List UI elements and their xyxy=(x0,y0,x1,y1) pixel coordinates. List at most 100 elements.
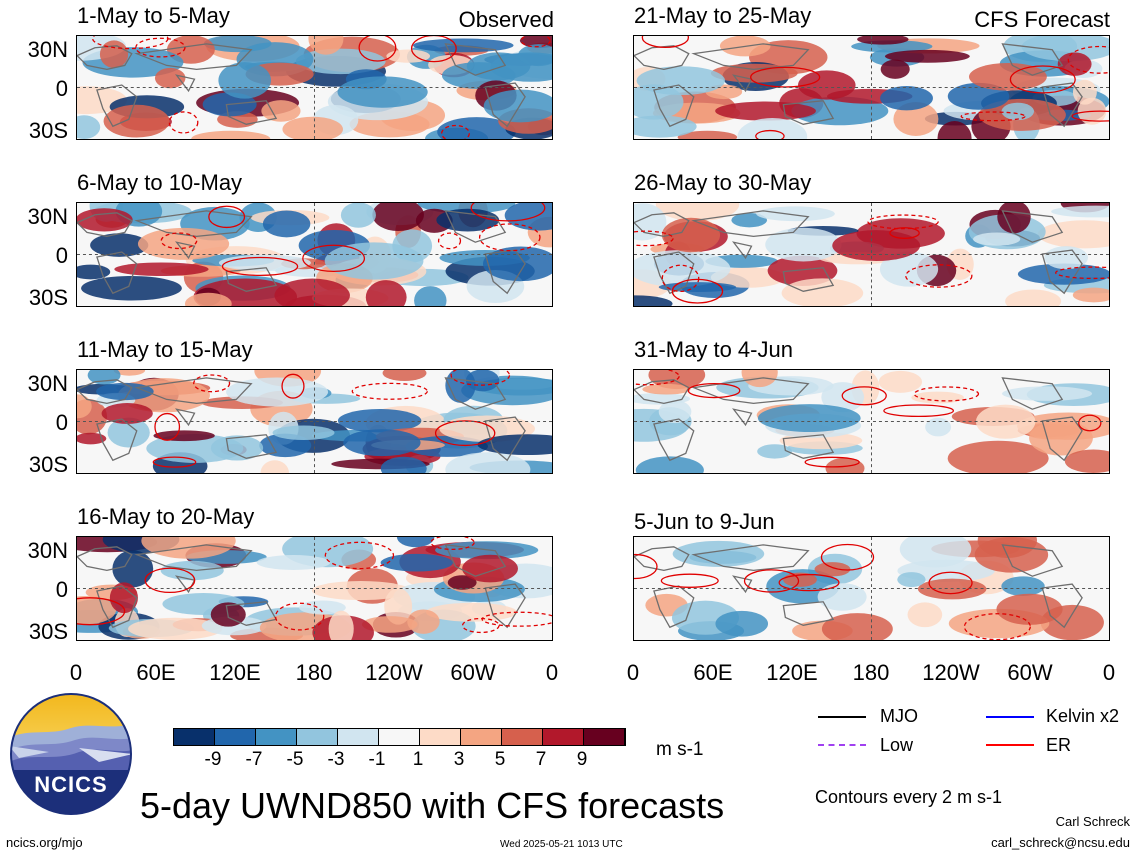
er-contour xyxy=(168,111,199,134)
er-contour xyxy=(1078,414,1102,432)
anomaly-blob xyxy=(1021,36,1109,62)
colorbar-swatch xyxy=(543,729,584,745)
anomaly-blob xyxy=(677,130,738,139)
lat-label-eq-1: 0 xyxy=(55,76,68,101)
anomaly-blob xyxy=(968,62,1047,91)
anomaly-blob xyxy=(710,267,786,288)
coastline xyxy=(634,45,690,71)
anomaly-blob xyxy=(996,593,1063,625)
anomaly-field xyxy=(77,36,552,139)
anomaly-blob xyxy=(99,40,129,69)
coastline xyxy=(1001,210,1064,243)
colorbar-tick-label: 1 xyxy=(412,749,424,770)
coastline xyxy=(653,84,695,128)
legend-line-mjo xyxy=(818,716,866,718)
colorbar-tick-label: -3 xyxy=(327,749,345,770)
map-panel-obs-3 xyxy=(76,369,553,474)
coastline xyxy=(732,241,753,260)
anomaly-blob xyxy=(226,377,329,407)
lat-label-30n-2: 30N xyxy=(27,204,68,229)
anomaly-blob xyxy=(642,383,691,395)
anomaly-blob xyxy=(160,560,224,581)
er-contour xyxy=(634,553,658,580)
colorbar-tick-label: -1 xyxy=(368,749,386,770)
anomaly-blob xyxy=(477,434,552,456)
anomaly-blob xyxy=(343,429,421,457)
anomaly-blob xyxy=(814,562,851,577)
anomaly-blob xyxy=(396,537,435,548)
lat-label-30s-3: 30S xyxy=(28,452,68,477)
coastline xyxy=(1001,43,1064,76)
coastline xyxy=(96,418,138,462)
anomaly-blob xyxy=(384,588,413,625)
anomaly-blob xyxy=(832,230,921,261)
anomaly-blob xyxy=(112,550,154,588)
legend-line-er xyxy=(986,744,1034,746)
anomaly-blob xyxy=(462,554,518,583)
anomaly-field xyxy=(634,370,1109,473)
forecast-label: CFS Forecast xyxy=(974,7,1110,32)
coastline xyxy=(225,434,278,459)
anomaly-blob xyxy=(1001,576,1045,597)
author-email[interactable]: carl_schreck@ncsu.edu xyxy=(991,835,1130,850)
er-contour xyxy=(430,537,475,550)
coastline xyxy=(782,267,835,292)
er-contour xyxy=(671,278,724,304)
coastline xyxy=(653,251,695,295)
er-contour xyxy=(1055,266,1109,280)
anomaly-blob xyxy=(884,49,970,63)
anomaly-blob xyxy=(635,456,704,473)
lon-label-60e-left: 60E xyxy=(136,660,176,685)
er-contour xyxy=(208,205,246,229)
panel-title-fc-4: 5-Jun to 9-Jun xyxy=(634,509,775,534)
coastline xyxy=(175,74,196,93)
timestamp: Wed 2025-05-21 1013 UTC xyxy=(500,839,623,850)
map-panel-fc-2 xyxy=(633,202,1110,307)
anomaly-blob xyxy=(925,417,952,437)
colorbar-tick-label: 3 xyxy=(453,749,465,770)
er-contour xyxy=(905,264,973,288)
er-contour xyxy=(520,36,551,48)
coastline xyxy=(484,82,526,128)
coastline xyxy=(444,43,507,76)
colorbar-tick-label: -7 xyxy=(245,749,263,770)
anomaly-blob xyxy=(756,206,835,222)
anomaly-blob xyxy=(504,203,552,231)
lon-label-0-left: 0 xyxy=(69,660,83,685)
anomaly-blob xyxy=(210,435,264,461)
lon-label-120w-left: 120W xyxy=(365,660,423,685)
anomaly-blob xyxy=(77,115,101,139)
site-link[interactable]: ncics.org/mjo xyxy=(6,835,83,850)
anomaly-field xyxy=(634,537,1109,640)
anomaly-blob xyxy=(731,213,768,228)
anomaly-blob xyxy=(153,430,215,442)
er-contour xyxy=(437,232,462,250)
anomaly-blob xyxy=(426,602,518,622)
coastline xyxy=(653,418,695,462)
anomaly-blob xyxy=(737,118,808,139)
anomaly-blob xyxy=(382,370,427,381)
er-contour xyxy=(461,617,500,634)
er-contour xyxy=(928,571,973,595)
legend-label-kelvin: Kelvin x2 xyxy=(1046,706,1120,726)
anomaly-blob xyxy=(77,208,133,232)
anomaly-blob xyxy=(1017,412,1109,440)
colorbar-swatch xyxy=(584,729,625,745)
anomaly-blob xyxy=(337,76,428,108)
coastline xyxy=(691,377,810,404)
lon-label-0-right: 0 xyxy=(626,660,640,685)
coastline xyxy=(1041,82,1083,128)
lat-label-30s-2: 30S xyxy=(28,285,68,310)
anomaly-blob xyxy=(1051,205,1109,218)
anomaly-blob xyxy=(272,425,335,441)
er-contour xyxy=(470,203,546,222)
colorbar-swatch xyxy=(256,729,297,745)
anomaly-blob xyxy=(107,417,150,448)
anomaly-blob xyxy=(518,44,552,67)
lat-label-eq-2: 0 xyxy=(55,243,68,268)
anomaly-blob xyxy=(880,59,910,79)
coastline xyxy=(134,43,253,70)
panel-title-obs-3: 11-May to 15-May xyxy=(77,337,253,362)
coastline xyxy=(77,379,133,405)
er-contour xyxy=(221,256,299,277)
